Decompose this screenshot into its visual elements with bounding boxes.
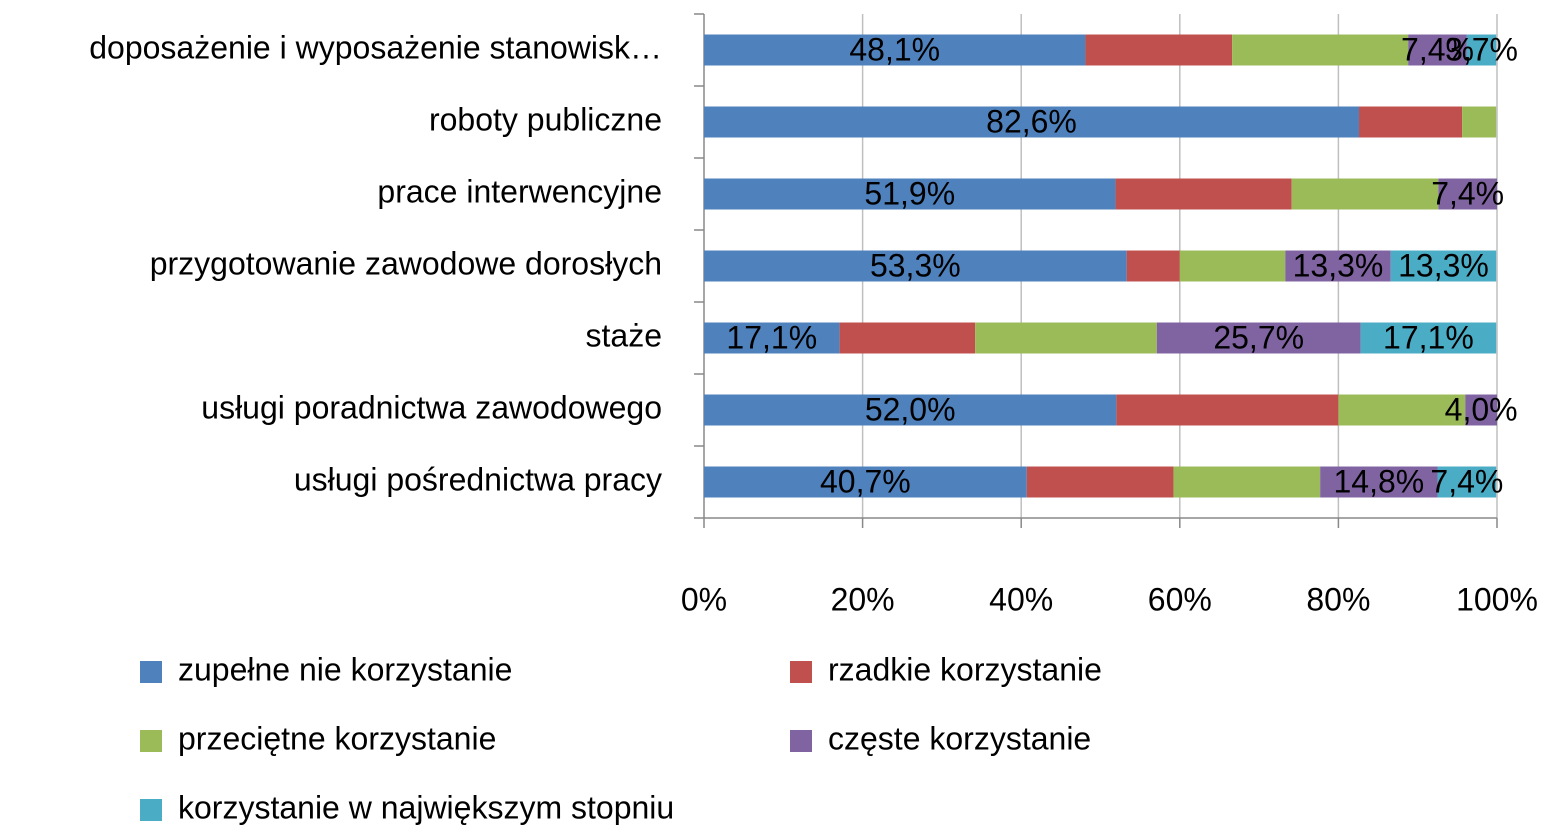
bar-segment — [1338, 394, 1466, 426]
bar-segment — [704, 466, 1027, 498]
data-label: 7,4% — [1431, 175, 1504, 211]
bar-segment — [1359, 106, 1463, 138]
category-label: doposażenie i wyposażenie stanowisk… — [89, 29, 662, 65]
bar-segment — [1232, 34, 1409, 66]
data-label: 14,8% — [1333, 463, 1424, 499]
x-tick-label: 60% — [1148, 581, 1212, 617]
data-label: 17,1% — [726, 319, 817, 355]
bar-segment — [1173, 466, 1321, 498]
data-label: 51,9% — [864, 175, 955, 211]
legend-label: zupełne nie korzystanie — [178, 651, 512, 687]
legend-swatch — [790, 730, 812, 752]
bar-segment — [1390, 250, 1497, 282]
bar-segment — [1115, 178, 1292, 210]
bar-segment — [704, 34, 1086, 66]
bar-segment — [1291, 178, 1439, 210]
category-label: usługi pośrednictwa pracy — [294, 461, 662, 497]
data-label: 40,7% — [820, 463, 911, 499]
category-label: usługi poradnictwa zawodowego — [201, 389, 662, 425]
bar-segment — [704, 106, 1360, 138]
bar-segment — [704, 250, 1127, 282]
data-label: 7,4% — [1430, 463, 1503, 499]
x-tick-label: 80% — [1306, 581, 1370, 617]
data-label: 13,3% — [1293, 247, 1384, 283]
legend-swatch — [140, 799, 162, 821]
bar-segment — [1179, 250, 1286, 282]
category-label: przygotowanie zawodowe dorosłych — [150, 245, 662, 281]
data-label: 82,6% — [986, 103, 1077, 139]
bar-segment — [1156, 322, 1361, 354]
legend-label: przeciętne korzystanie — [178, 720, 496, 756]
bar-segment — [1126, 250, 1180, 282]
legend-swatch — [790, 661, 812, 683]
bar-segment — [1437, 466, 1497, 498]
category-label: staże — [586, 317, 662, 353]
bar-segment — [1116, 394, 1339, 426]
bar-segment — [1466, 34, 1497, 66]
bar-segment — [839, 322, 976, 354]
legend-swatch — [140, 661, 162, 683]
data-label: 52,0% — [865, 391, 956, 427]
data-label: 25,7% — [1213, 319, 1304, 355]
category-label: prace interwencyjne — [377, 173, 662, 209]
bar-segment — [1320, 466, 1438, 498]
bar-segment — [1408, 34, 1467, 66]
legend-label: korzystanie w największym stopniu — [178, 789, 674, 825]
data-label: 48,1% — [849, 31, 940, 67]
x-tick-label: 40% — [989, 581, 1053, 617]
bar-segment — [975, 322, 1157, 354]
x-tick-label: 0% — [681, 581, 727, 617]
bar-segment — [1285, 250, 1391, 282]
bar-segment — [1462, 106, 1497, 138]
bar-segment — [704, 322, 840, 354]
bar-segment — [704, 178, 1116, 210]
data-label: 3,7% — [1445, 31, 1518, 67]
legend-label: częste korzystanie — [828, 720, 1091, 756]
data-label: 53,3% — [870, 247, 961, 283]
legend-swatch — [140, 730, 162, 752]
x-tick-label: 20% — [831, 581, 895, 617]
bar-segment — [1360, 322, 1497, 354]
category-label: roboty publiczne — [429, 101, 662, 137]
data-label: 13,3% — [1398, 247, 1489, 283]
bar-segment — [1465, 394, 1497, 426]
bar-segment — [1026, 466, 1174, 498]
data-label: 4,0% — [1445, 391, 1518, 427]
bar-segment — [704, 394, 1117, 426]
bar-segment — [1438, 178, 1497, 210]
legend-label: rzadkie korzystanie — [828, 651, 1102, 687]
bar-segment — [1085, 34, 1233, 66]
data-label: 7,4% — [1401, 31, 1474, 67]
data-label: 17,1% — [1383, 319, 1474, 355]
x-tick-label: 100% — [1456, 581, 1538, 617]
